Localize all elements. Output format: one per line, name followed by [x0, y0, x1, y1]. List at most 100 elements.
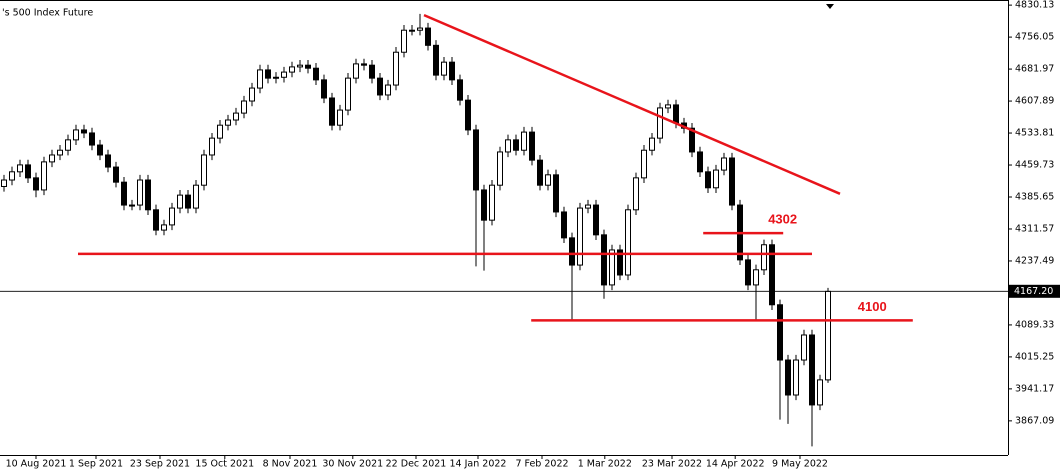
y-tick-label: 4681.97: [1015, 64, 1054, 75]
candle-body: [105, 154, 111, 168]
candle-body: [193, 184, 199, 209]
candle-body: [777, 304, 783, 361]
x-tick-label: 22 Dec 2021: [386, 459, 447, 470]
candle-body: [753, 269, 759, 286]
candle-body: [665, 104, 671, 109]
candle-body: [57, 149, 63, 156]
candle-body: [153, 209, 159, 231]
candle-body: [449, 61, 455, 81]
x-tick-label: 10 Aug 2021: [6, 459, 67, 470]
candle-body: [265, 69, 271, 79]
candle-body: [201, 154, 207, 186]
candle-body: [169, 207, 175, 226]
candle-body: [817, 379, 823, 406]
candle-body: [729, 157, 735, 206]
x-tick-label: 15 Oct 2021: [195, 459, 254, 470]
y-tick-label: 4089.33: [1015, 319, 1054, 330]
x-tick-label: 8 Nov 2021: [263, 459, 318, 470]
y-tick-label: 3941.17: [1015, 383, 1054, 394]
candle-body: [657, 107, 663, 139]
x-tick-label: 9 May 2022: [772, 459, 828, 470]
candle-body: [297, 64, 303, 68]
candle-body: [617, 249, 623, 276]
y-tick-label: 3867.09: [1015, 415, 1054, 426]
candle-body: [377, 77, 383, 96]
candle-body: [17, 164, 23, 173]
candle-body: [121, 181, 127, 206]
shift-marker: [826, 4, 834, 9]
candle-body: [81, 129, 87, 134]
candle-body: [137, 179, 143, 206]
candle-body: [385, 84, 391, 96]
candle-body: [417, 27, 423, 31]
candle-body: [513, 139, 519, 151]
x-tick-label: 23 Mar 2022: [642, 459, 702, 470]
candle-body: [33, 177, 39, 191]
candle-body: [281, 71, 287, 78]
candle-body: [209, 137, 215, 156]
candle-body: [489, 184, 495, 221]
candle-body: [705, 171, 711, 189]
x-tick-label: 23 Sep 2021: [130, 459, 190, 470]
candle-body: [361, 63, 367, 66]
candle-body: [825, 290, 831, 381]
candle-body: [473, 129, 479, 191]
y-tick-label: 4607.89: [1015, 96, 1054, 107]
candle-body: [593, 204, 599, 236]
candle-body: [401, 29, 407, 53]
candle-body: [521, 131, 527, 151]
candle-body: [161, 224, 167, 231]
y-tick-label: 4237.49: [1015, 255, 1054, 266]
candle-body: [497, 151, 503, 186]
candle-body: [337, 109, 343, 126]
candle-body: [409, 29, 415, 32]
candle-body: [369, 64, 375, 79]
candle-body: [713, 169, 719, 189]
candle-body: [97, 144, 103, 156]
candle-body: [65, 139, 71, 151]
candle-body: [649, 137, 655, 151]
x-tick-label: 14 Apr 2022: [706, 459, 765, 470]
chart-title: 's 500 Index Future: [2, 8, 93, 19]
candle-body: [745, 259, 751, 286]
level-label: 4100: [858, 299, 887, 314]
x-tick-label: 14 Jan 2022: [450, 459, 507, 470]
candle-body: [225, 119, 231, 126]
candle-body: [233, 112, 239, 121]
candle-body: [25, 164, 31, 179]
candle-body: [273, 76, 279, 79]
candle-body: [49, 154, 55, 163]
candle-body: [1, 179, 7, 187]
current-price-label: 4167.20: [1014, 286, 1053, 297]
candle-body: [177, 194, 183, 209]
y-tick-label: 4756.05: [1015, 32, 1054, 43]
candle-body: [41, 161, 47, 191]
candle-body: [609, 249, 615, 286]
x-tick-label: 7 Feb 2022: [515, 459, 568, 470]
candle-body: [321, 79, 327, 99]
candle-body: [465, 99, 471, 131]
candle-body: [673, 104, 679, 124]
candle-body: [481, 189, 487, 221]
x-tick-label: 30 Nov 2021: [322, 459, 383, 470]
candle-body: [313, 67, 319, 81]
candle-body: [393, 51, 399, 86]
candle-body: [345, 77, 351, 111]
y-tick-label: 4015.25: [1015, 351, 1054, 362]
candle-body: [433, 44, 439, 76]
candle-body: [305, 64, 311, 69]
candle-body: [553, 174, 559, 213]
drawn-line: [423, 13, 841, 195]
y-tick-label: 4385.65: [1015, 192, 1054, 203]
candle-body: [577, 207, 583, 266]
candle-body: [145, 179, 151, 211]
candle-body: [689, 127, 695, 153]
candle-body: [801, 334, 807, 361]
candle-body: [601, 234, 607, 286]
candle-body: [793, 359, 799, 396]
candle-body: [785, 359, 791, 396]
y-tick-label: 4533.81: [1015, 128, 1054, 139]
candle-body: [241, 100, 247, 114]
